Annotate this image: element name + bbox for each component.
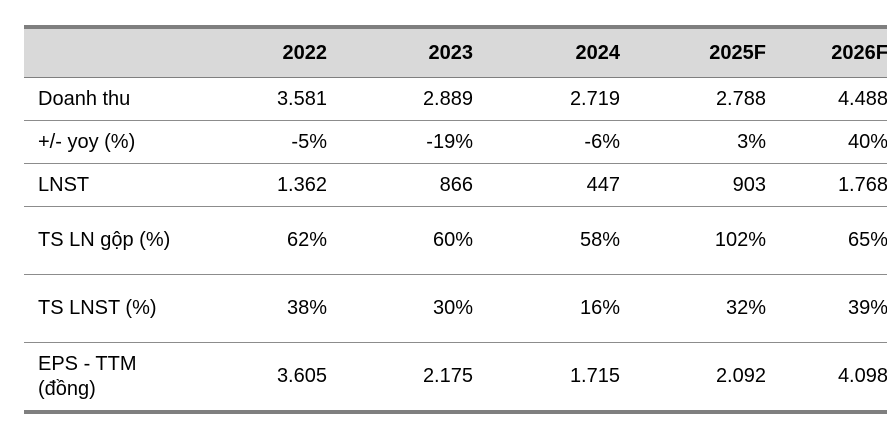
table-cell: 65% xyxy=(780,206,887,275)
financial-summary-table: 2022 2023 2024 2025F 2026F Doanh thu 3.5… xyxy=(24,25,887,414)
row-label-yoy: +/- yoy (%) xyxy=(24,120,192,164)
table-cell: 4.488 xyxy=(780,77,887,121)
table-header-row: 2022 2023 2024 2025F 2026F xyxy=(24,27,887,78)
row-label-net-profit: LNST xyxy=(24,163,192,207)
table-cell: 3.605 xyxy=(192,342,341,414)
header-cell-2025f: 2025F xyxy=(709,41,766,64)
table-cell: 3.581 xyxy=(192,77,341,121)
table-row: TS LN gộp (%) 62% 60% 58% 102% 65% xyxy=(24,206,887,275)
table-cell: 1.362 xyxy=(192,163,341,207)
table-row: TS LNST (%) 38% 30% 16% 32% 39% xyxy=(24,274,887,343)
table-cell: 60% xyxy=(341,206,487,275)
table-cell: 2.719 xyxy=(487,77,634,121)
table-cell: 3% xyxy=(634,120,780,164)
table-cell: -6% xyxy=(487,120,634,164)
table-cell: 40% xyxy=(780,120,887,164)
header-cell-2022: 2022 xyxy=(282,41,328,64)
table-row: +/- yoy (%) -5% -19% -6% 3% 40% xyxy=(24,120,887,164)
row-label-gross-margin: TS LN gộp (%) xyxy=(24,206,192,275)
header-cell-label xyxy=(24,27,192,78)
table-cell: 1.768 xyxy=(780,163,887,207)
table-cell: 38% xyxy=(192,274,341,343)
table-cell: 102% xyxy=(634,206,780,275)
table-cell: 16% xyxy=(487,274,634,343)
table-row: EPS - TTM (đồng) 3.605 2.175 1.715 2.092… xyxy=(24,342,887,414)
header-cell-2023: 2023 xyxy=(428,41,474,64)
row-label-eps: EPS - TTM (đồng) xyxy=(24,342,192,414)
table-cell: 447 xyxy=(487,163,634,207)
table-cell: 903 xyxy=(634,163,780,207)
table-cell: 866 xyxy=(341,163,487,207)
table-cell: 30% xyxy=(341,274,487,343)
header-cell-2024: 2024 xyxy=(575,41,621,64)
table-cell: -19% xyxy=(341,120,487,164)
table-row: LNST 1.362 866 447 903 1.768 xyxy=(24,163,887,207)
header-cell-2026f: 2026F xyxy=(831,41,887,64)
table-cell: 1.715 xyxy=(487,342,634,414)
table-cell: 39% xyxy=(780,274,887,343)
row-label-revenue: Doanh thu xyxy=(24,77,192,121)
row-label-net-margin: TS LNST (%) xyxy=(24,274,192,343)
table-cell: 32% xyxy=(634,274,780,343)
financial-table-container: 2022 2023 2024 2025F 2026F Doanh thu 3.5… xyxy=(24,25,887,414)
table-cell: 2.092 xyxy=(634,342,780,414)
table-cell: 2.889 xyxy=(341,77,487,121)
table-cell: 58% xyxy=(487,206,634,275)
table-cell: 62% xyxy=(192,206,341,275)
table-cell: 2.175 xyxy=(341,342,487,414)
table-row: Doanh thu 3.581 2.889 2.719 2.788 4.488 xyxy=(24,77,887,121)
table-cell: 4.098 xyxy=(780,342,887,414)
table-cell: 2.788 xyxy=(634,77,780,121)
table-cell: -5% xyxy=(192,120,341,164)
